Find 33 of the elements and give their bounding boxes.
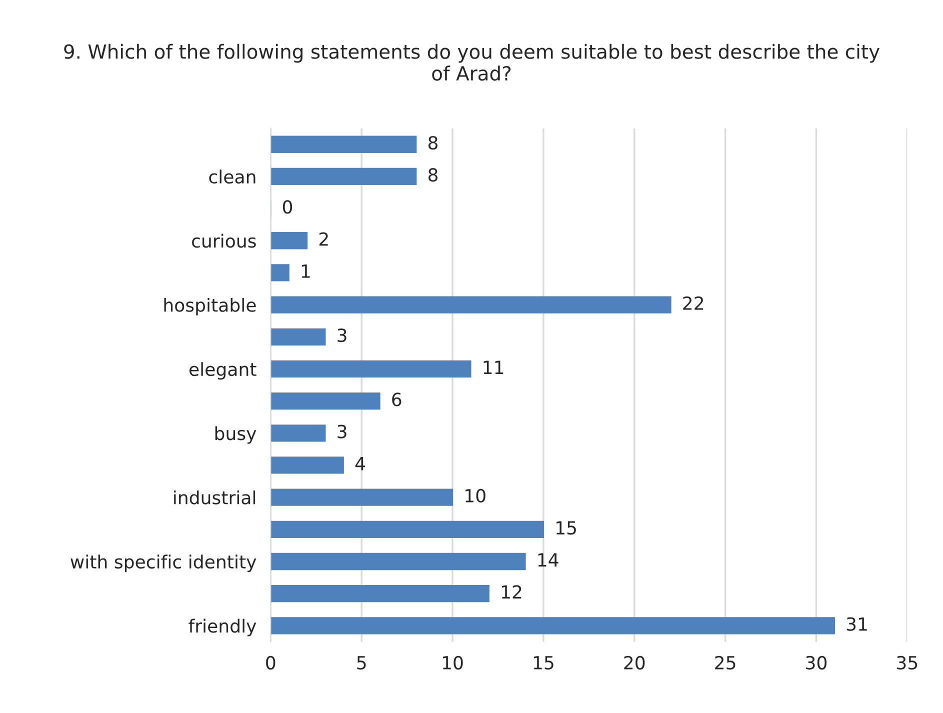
x-tick-label: 20 bbox=[624, 656, 645, 670]
data-label: 8 bbox=[428, 136, 438, 150]
chart-title: 9. Which of the following statements do you deem suitable to best describe the city of Arad? bbox=[64, 44, 880, 81]
x-tick-label: 0 bbox=[266, 656, 276, 670]
data-label: 22 bbox=[683, 296, 704, 310]
x-tick-label: 30 bbox=[806, 656, 827, 670]
data-label: 3 bbox=[338, 424, 346, 438]
x-tick-label: 10 bbox=[443, 656, 463, 670]
x-tick-label: 5 bbox=[357, 656, 366, 670]
y-tick-label: clean bbox=[209, 170, 256, 184]
data-label: 11 bbox=[484, 360, 504, 374]
data-label: 14 bbox=[538, 553, 558, 566]
data-label: 12 bbox=[502, 585, 522, 599]
data-label: 15 bbox=[556, 521, 576, 535]
data-label: 6 bbox=[392, 392, 402, 406]
data-label: 1 bbox=[302, 264, 310, 278]
y-tick-label: curious bbox=[192, 234, 256, 248]
y-tick-label: with specific identity bbox=[70, 554, 256, 572]
y-tick-label: hospitable bbox=[164, 298, 256, 316]
data-label: 31 bbox=[846, 617, 867, 631]
y-tick-label: elegant bbox=[189, 362, 256, 380]
data-label: 0 bbox=[282, 200, 292, 214]
data-label: 10 bbox=[466, 488, 486, 503]
data-label: 2 bbox=[319, 232, 328, 246]
data-label: 4 bbox=[355, 457, 365, 470]
data-label: 3 bbox=[338, 328, 346, 342]
x-tick-label: 35 bbox=[897, 656, 918, 670]
y-tick-label: busy bbox=[215, 426, 256, 444]
x-tick-label: 15 bbox=[534, 656, 554, 670]
y-tick-label: industrial bbox=[174, 490, 256, 504]
y-tick-label: friendly bbox=[188, 618, 256, 636]
x-tick-label: 25 bbox=[715, 656, 736, 670]
data-label: 8 bbox=[428, 168, 438, 182]
